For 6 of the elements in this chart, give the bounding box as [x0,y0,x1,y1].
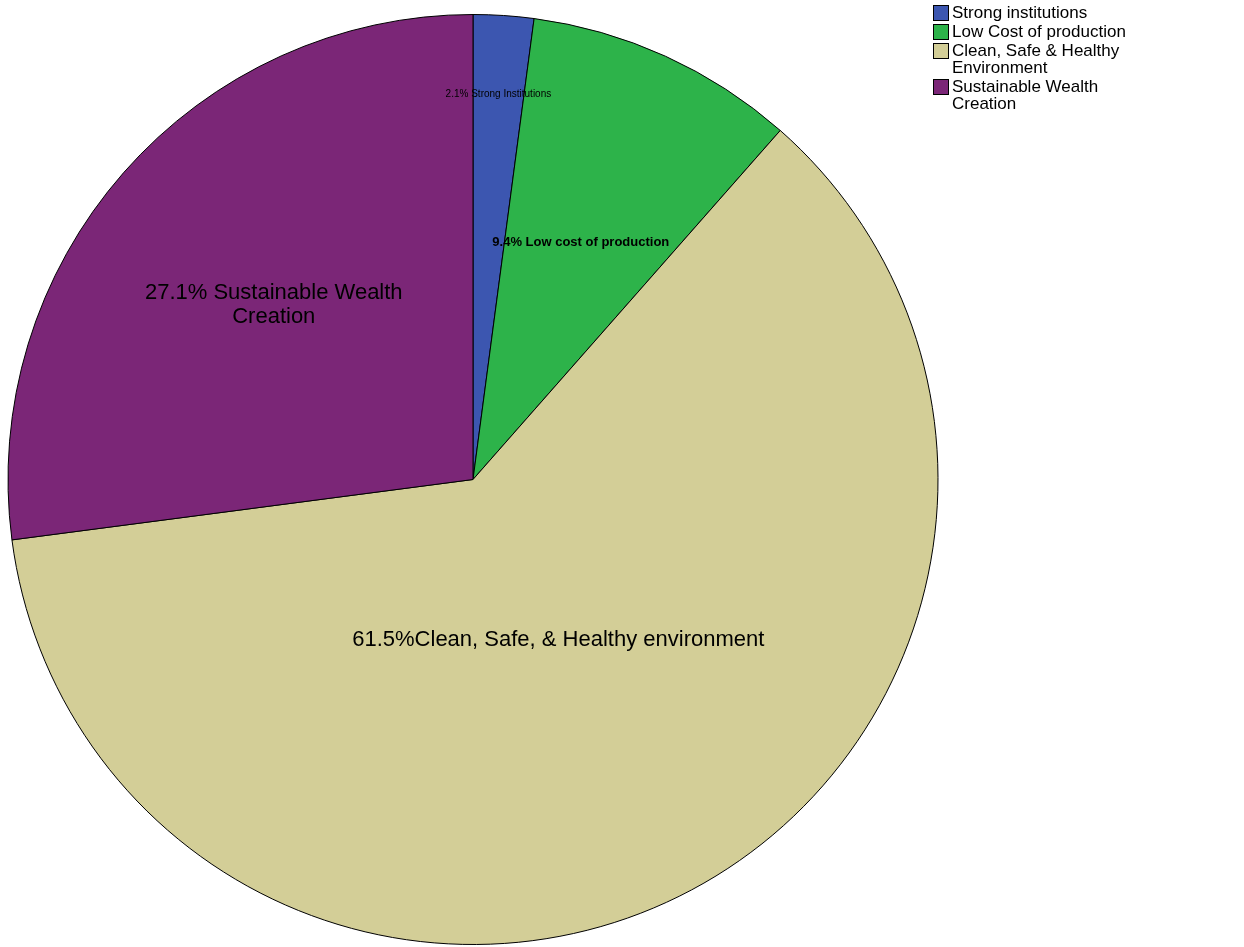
legend-label: Low Cost of production [952,22,1127,41]
legend-label: Strong institutions [952,3,1089,22]
legend-label: Clean, Safe & Healthy Environment [952,41,1121,77]
legend-label: Sustainable Wealth Creation [952,77,1100,113]
data-label: 27.1% Sustainable Wealth Creation [144,278,403,328]
data-label: 61.5%Clean, Safe, & Healthy environment [352,625,765,651]
